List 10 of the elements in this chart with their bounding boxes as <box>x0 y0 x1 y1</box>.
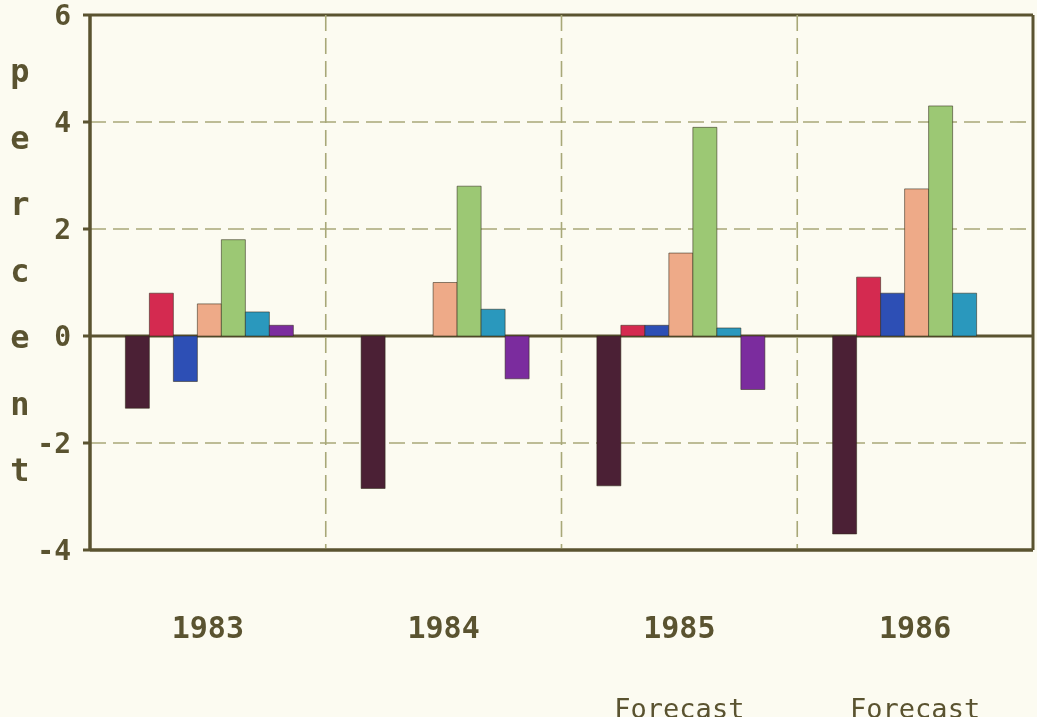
y-tick-label: 0 <box>54 320 71 354</box>
y-tick-label: -2 <box>37 427 71 461</box>
y-axis-title: percent <box>10 52 30 489</box>
y-tick-label: 2 <box>54 213 71 247</box>
x-tick-label: 1984 <box>407 610 480 645</box>
y-tick-label: 4 <box>54 106 71 140</box>
y-tick-label: 6 <box>54 0 71 33</box>
y-tick-label: -4 <box>37 534 71 568</box>
x-tick-label: 1983 <box>171 610 244 645</box>
bar <box>360 335 386 489</box>
